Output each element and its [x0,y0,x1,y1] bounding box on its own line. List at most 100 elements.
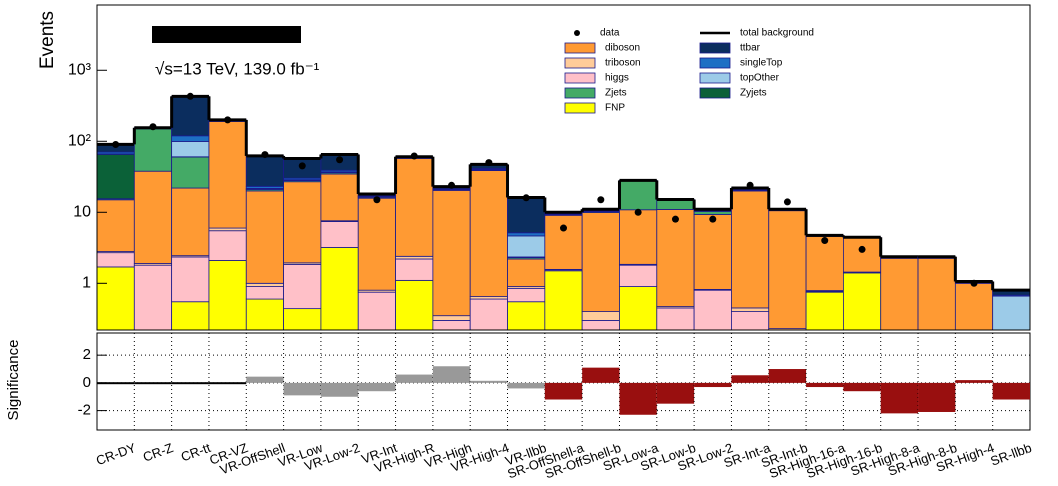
stack-segment [693,289,732,330]
data-point [858,245,866,253]
stack-segment [693,210,732,215]
stack-segment [171,95,210,137]
stack-segment [171,187,210,257]
stack-segment [283,181,322,264]
stack-segment [432,315,471,321]
legend-label: Zyjets [740,88,767,99]
stack-segment [97,252,135,268]
bar [955,380,993,383]
stack-segment [208,121,247,229]
bar [918,382,956,412]
x-tick-label: CR-Z [141,440,175,465]
data-point [448,181,456,189]
bar [544,382,583,400]
stack-segment [917,257,956,330]
stack-segment [283,264,322,310]
data-point [149,123,157,131]
legend-swatch [699,42,731,54]
bar [731,375,769,383]
data-point [485,159,493,167]
bar [992,382,1030,400]
y-tick-label: 10 [73,204,91,221]
legend-swatch [564,87,596,99]
stack-segment [693,214,732,290]
bar [283,382,321,396]
bar [320,382,359,397]
bar [432,366,471,383]
stack-segment [171,135,210,142]
data-point [560,224,567,232]
bar [768,369,807,383]
legend-label: Zjets [605,88,627,99]
legend-swatch [564,102,596,114]
bar [656,382,695,404]
stack-segment [320,247,359,330]
stack-segment [133,170,173,264]
stack-segment [97,199,135,252]
data-point [783,198,791,206]
data-point [261,151,269,159]
frame [96,4,1031,331]
stack-segment [507,301,546,330]
stack-segment [731,190,770,309]
legend-swatch [699,72,731,84]
x-tick-label: CR-tt [179,440,213,465]
x-tick-label: SR-llbb [988,440,1033,469]
data-point [298,162,306,170]
legend-swatch [564,72,596,84]
stack-segment [97,153,135,200]
bar [97,382,135,385]
stack-segment [171,156,210,189]
bar [507,382,545,389]
stack-segment [619,180,658,211]
stack-segment [432,189,471,317]
data-point [373,196,381,204]
stack-segment [395,255,434,260]
legend-label: higgs [605,73,629,84]
stack-segment [843,272,882,330]
legend-swatch [699,87,731,99]
bar [134,382,172,385]
bar [806,382,844,388]
stack-segment [245,286,284,300]
data-point [821,237,829,245]
stack-segment [245,190,284,284]
data-point [336,156,344,164]
bar [880,382,919,414]
main-plot [97,92,1030,330]
stack-segment [731,307,770,312]
stack-segment [731,311,770,330]
y-tick-label: 2 [83,346,91,363]
legend-marker [574,30,580,36]
legend-label: singleTop [740,58,783,69]
stack-segment [656,209,695,307]
stack-segment [395,157,434,257]
data-point [224,116,232,124]
data-point [597,196,605,204]
bar [358,382,396,392]
legend-swatch [564,57,596,69]
stack-segment [357,291,396,330]
stack-segment [245,155,284,187]
stack-segment [805,235,844,291]
stack-segment [544,270,583,330]
frame [96,332,1031,431]
data-point [746,181,754,189]
y-axis-label: Events [37,11,58,69]
stack-segment [245,282,284,287]
bar [619,382,657,415]
stack-segment [880,257,919,330]
stack-segment [208,230,247,261]
stack-segment [507,287,546,303]
legend-swatch [699,57,731,69]
stack-segment [656,199,695,210]
stack-segment [805,291,844,330]
stack-segment [208,227,247,232]
data-point [634,208,642,216]
y-tick-label: 1 [82,275,91,292]
data-point [970,279,978,287]
stack-segment [133,128,173,172]
data-point [410,152,418,160]
legend-label: ttbar [740,43,761,54]
